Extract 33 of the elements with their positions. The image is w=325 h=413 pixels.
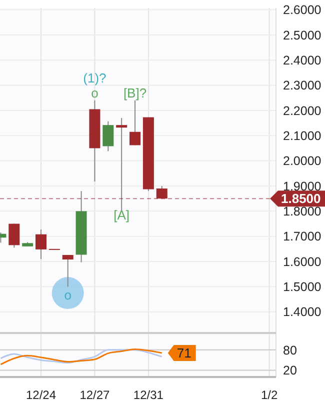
candlestick [8, 223, 20, 248]
y-tick-label: 2.0000 [283, 154, 322, 168]
y-tick-label: 1.8000 [283, 204, 322, 219]
y-tick-label: 2.2000 [283, 104, 322, 118]
y-tick-label: 1.4000 [283, 305, 322, 320]
y-tick-label: 2.1000 [283, 129, 322, 144]
y-tick-label: 1.6000 [283, 254, 322, 269]
candlestick [130, 100, 140, 146]
annotation: o [91, 86, 98, 101]
candlestick [116, 118, 128, 212]
annotation: o [64, 288, 72, 303]
candlestick [102, 120, 114, 152]
y-tick-label: 2.5000 [283, 28, 322, 42]
y-tick-label: 20 [283, 364, 297, 378]
y-tick-label: 1.7000 [283, 230, 322, 244]
x-tick-label: 12/31 [133, 388, 164, 402]
candlestick [36, 229, 46, 260]
candlestick [156, 185, 168, 200]
y-tick-label: 1.9000 [283, 179, 322, 194]
annotation: [A] [114, 208, 130, 223]
x-tick-label: 12/27 [80, 388, 110, 402]
data-label: 71 [176, 346, 192, 361]
x-tick-label: 1/2 [260, 388, 278, 402]
annotation: [B]? [123, 86, 147, 101]
y-tick-label: 80 [283, 343, 297, 358]
y-tick-label: 2.6000 [283, 3, 322, 18]
y-tick-label: 1.5000 [283, 280, 322, 294]
y-tick-label: 2.3000 [283, 78, 322, 93]
annotation: (1)? [83, 70, 106, 86]
x-tick-label: 12/24 [26, 388, 56, 402]
y-tick-label: 2.4000 [283, 53, 322, 68]
ref-line-label: 1.8500 [281, 191, 321, 206]
candlestick [62, 254, 74, 288]
